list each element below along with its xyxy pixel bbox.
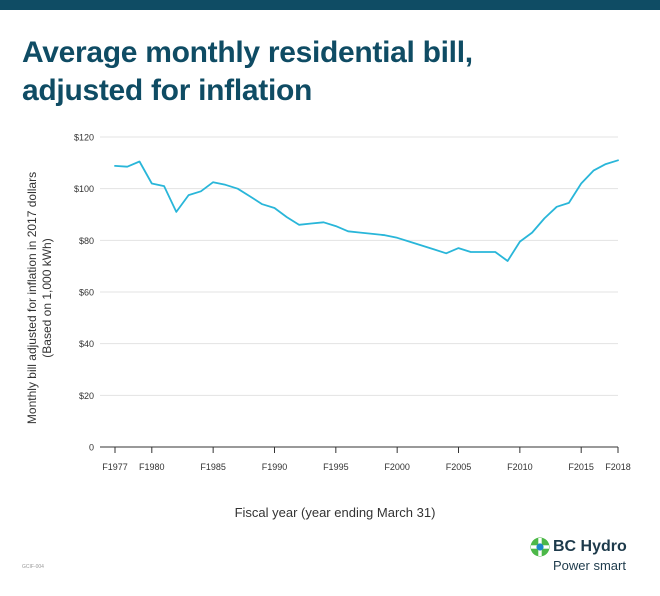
- x-tick-label: F2000: [384, 462, 410, 472]
- grid-lines: [100, 136, 618, 396]
- x-tick-label: F1995: [323, 462, 349, 472]
- x-axis-label: Fiscal year (year ending March 31): [234, 505, 436, 520]
- x-axis: F1977 F1980 F1985 F1990 F1995 F2000 F2005 F2010…: [100, 446, 631, 472]
- reference-code: GCIF-004: [22, 564, 44, 570]
- x-tick-label: F2010: [507, 462, 533, 472]
- y-tick-label: 0: [89, 443, 94, 453]
- y-tick-labels: 0 $20 $40 $60 $80 $100 $120: [74, 133, 94, 453]
- x-tick-label: F2005: [446, 462, 472, 472]
- x-tick-label: F2015: [568, 462, 594, 472]
- top-accent-bar: [0, 0, 660, 10]
- bc-hydro-flash-icon: [530, 537, 550, 557]
- y-tick-label: $100: [74, 184, 94, 194]
- brand-tagline: Power smart: [553, 558, 626, 573]
- title-line-1: Average monthly residential bill,: [22, 36, 473, 69]
- y-tick-label: $120: [74, 133, 94, 143]
- title-line-2: adjusted for inflation: [22, 74, 313, 107]
- x-tick-label: F1985: [200, 462, 226, 472]
- bc-hydro-logo: BC Hydro Power smart: [530, 537, 640, 577]
- x-tick-label: F2018: [605, 462, 631, 472]
- y-tick-label: $20: [79, 391, 94, 401]
- x-tick-label: F1990: [262, 462, 288, 472]
- brand-name: BC Hydro: [553, 538, 627, 555]
- y-tick-label: $60: [79, 288, 94, 298]
- x-tick-label: F1977: [102, 462, 128, 472]
- series-line: [114, 159, 619, 262]
- series-group: [114, 159, 619, 262]
- page-title: Average monthly residential bill, adjust…: [22, 34, 473, 110]
- y-tick-label: $80: [79, 236, 94, 246]
- x-tick-label: F1980: [139, 462, 165, 472]
- y-tick-label: $40: [79, 339, 94, 349]
